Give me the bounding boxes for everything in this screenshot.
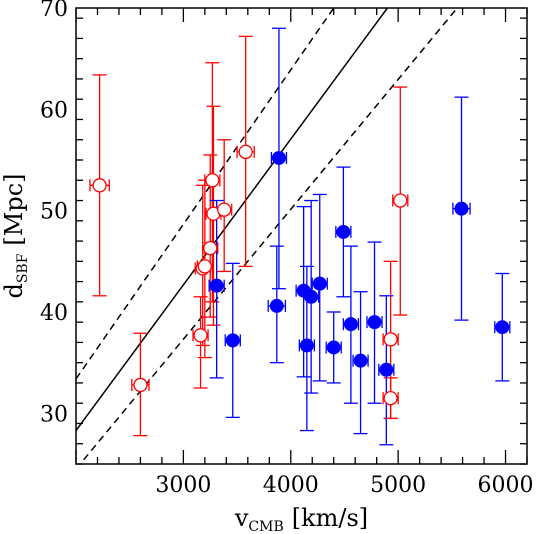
- x-tick-label: 6000: [478, 473, 534, 498]
- open-point: [205, 173, 220, 188]
- y-axis-label-unit: [Mpc]: [0, 173, 28, 245]
- x-axis-label-unit: [km/s]: [292, 504, 368, 532]
- open-point: [383, 390, 398, 406]
- fit-lines: [76, 8, 458, 464]
- x-axis-label: vCMB [km/s]: [234, 504, 368, 534]
- filled-point: [299, 338, 314, 353]
- filled-point: [225, 333, 240, 348]
- y-tick-label: 40: [40, 301, 68, 326]
- x-tick-label: 4000: [263, 473, 319, 498]
- y-axis-label: dSBF [Mpc]: [0, 173, 31, 298]
- y-tick-label: 30: [40, 402, 68, 427]
- filled-point: [495, 320, 510, 335]
- open-point: [238, 144, 253, 160]
- y-axis-label-sub: SBF: [15, 253, 31, 283]
- filled-point: [336, 224, 351, 239]
- solid-line: [76, 8, 389, 432]
- dashed-line-2: [79, 8, 458, 464]
- filled-point: [353, 353, 368, 368]
- open-point: [217, 202, 232, 217]
- filled-point: [271, 150, 286, 165]
- filled-point: [209, 278, 224, 293]
- plot-frame: [75, 7, 528, 465]
- filled-point: [367, 315, 382, 330]
- open-point: [203, 241, 218, 256]
- filled-point: [343, 317, 358, 332]
- open-point: [197, 259, 213, 274]
- filled-point: [312, 276, 327, 291]
- filled-point: [379, 362, 394, 377]
- x-axis-label-main: v: [234, 504, 249, 532]
- open-point: [383, 332, 398, 347]
- filled-point: [269, 298, 284, 313]
- filled-point: [304, 289, 319, 304]
- open-point: [133, 377, 148, 393]
- open-point: [193, 328, 208, 343]
- filled-point: [454, 201, 469, 216]
- open-point: [393, 193, 408, 208]
- error-bars: [89, 27, 511, 446]
- x-axis-label-sub: CMB: [248, 519, 283, 534]
- y-tick-label: 70: [40, 0, 68, 22]
- open-point: [92, 178, 107, 193]
- data-points: [92, 144, 510, 406]
- y-tick-label: 60: [40, 98, 68, 123]
- dashed-line-1: [76, 8, 335, 380]
- y-tick-label: 50: [40, 200, 68, 225]
- x-tick-label: 3000: [155, 473, 211, 498]
- tick-labels: 3000 4000 5000 6000 30 40 50 60 70: [40, 0, 534, 498]
- filled-point: [326, 340, 341, 355]
- y-axis-label-main: d: [0, 283, 28, 298]
- axis-ticks: [75, 8, 528, 465]
- x-tick-label: 5000: [370, 473, 426, 498]
